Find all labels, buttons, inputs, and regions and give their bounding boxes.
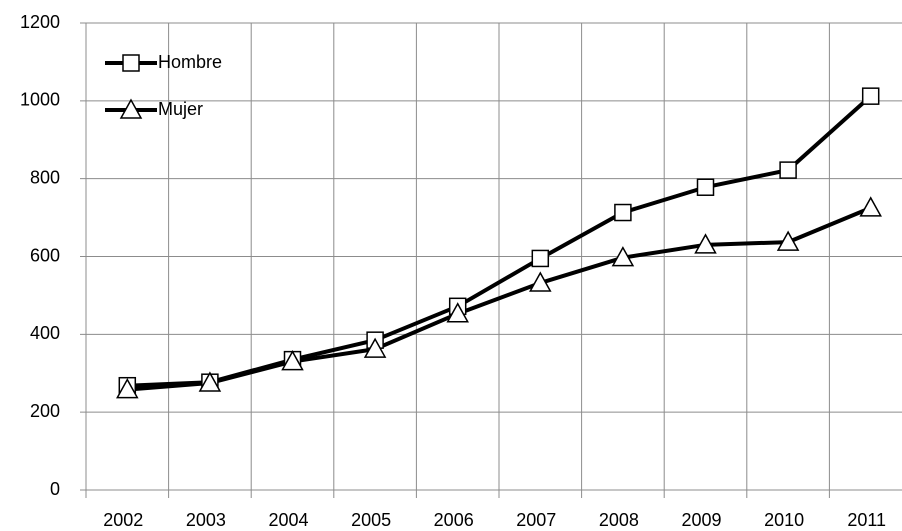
x-tick-label: 2008 xyxy=(599,510,639,530)
marker-triangle xyxy=(611,246,635,267)
marker-square xyxy=(531,249,550,268)
marker-triangle xyxy=(529,271,552,292)
x-tick-label: 2006 xyxy=(434,510,474,530)
x-tick-label: 2007 xyxy=(516,510,556,530)
marker-square xyxy=(861,87,880,105)
y-tick-label: 200 xyxy=(30,401,60,421)
legend-label: Mujer xyxy=(158,99,203,119)
y-tick-label: 1000 xyxy=(20,90,60,110)
marker-triangle xyxy=(198,371,222,392)
marker-square xyxy=(614,203,632,222)
marker-triangle xyxy=(694,233,717,254)
y-tick-label: 600 xyxy=(30,245,60,265)
x-tick-label: 2010 xyxy=(764,510,804,530)
x-tick-label: 2003 xyxy=(186,510,226,530)
marker-triangle xyxy=(281,350,304,371)
marker-square xyxy=(779,161,797,179)
marker-triangle xyxy=(363,337,387,358)
marker-triangle xyxy=(446,302,469,323)
y-tick-label: 400 xyxy=(30,323,60,343)
y-tick-label: 0 xyxy=(50,479,60,499)
x-tick-label: 2009 xyxy=(681,510,721,530)
x-tick-label: 2002 xyxy=(103,510,143,530)
series-line xyxy=(127,206,872,392)
x-tick-label: 2011 xyxy=(847,510,886,530)
marker-triangle xyxy=(116,378,139,399)
marker-triangle xyxy=(119,98,143,119)
y-tick-label: 800 xyxy=(30,167,60,187)
marker-triangle xyxy=(859,196,882,217)
legend-label: Hombre xyxy=(158,52,222,72)
marker-triangle xyxy=(776,230,800,251)
marker-square xyxy=(696,178,715,196)
x-tick-label: 2005 xyxy=(351,510,391,530)
y-tick-label: 1200 xyxy=(20,12,60,32)
marker-square xyxy=(122,54,140,72)
x-tick-label: 2004 xyxy=(268,510,308,530)
